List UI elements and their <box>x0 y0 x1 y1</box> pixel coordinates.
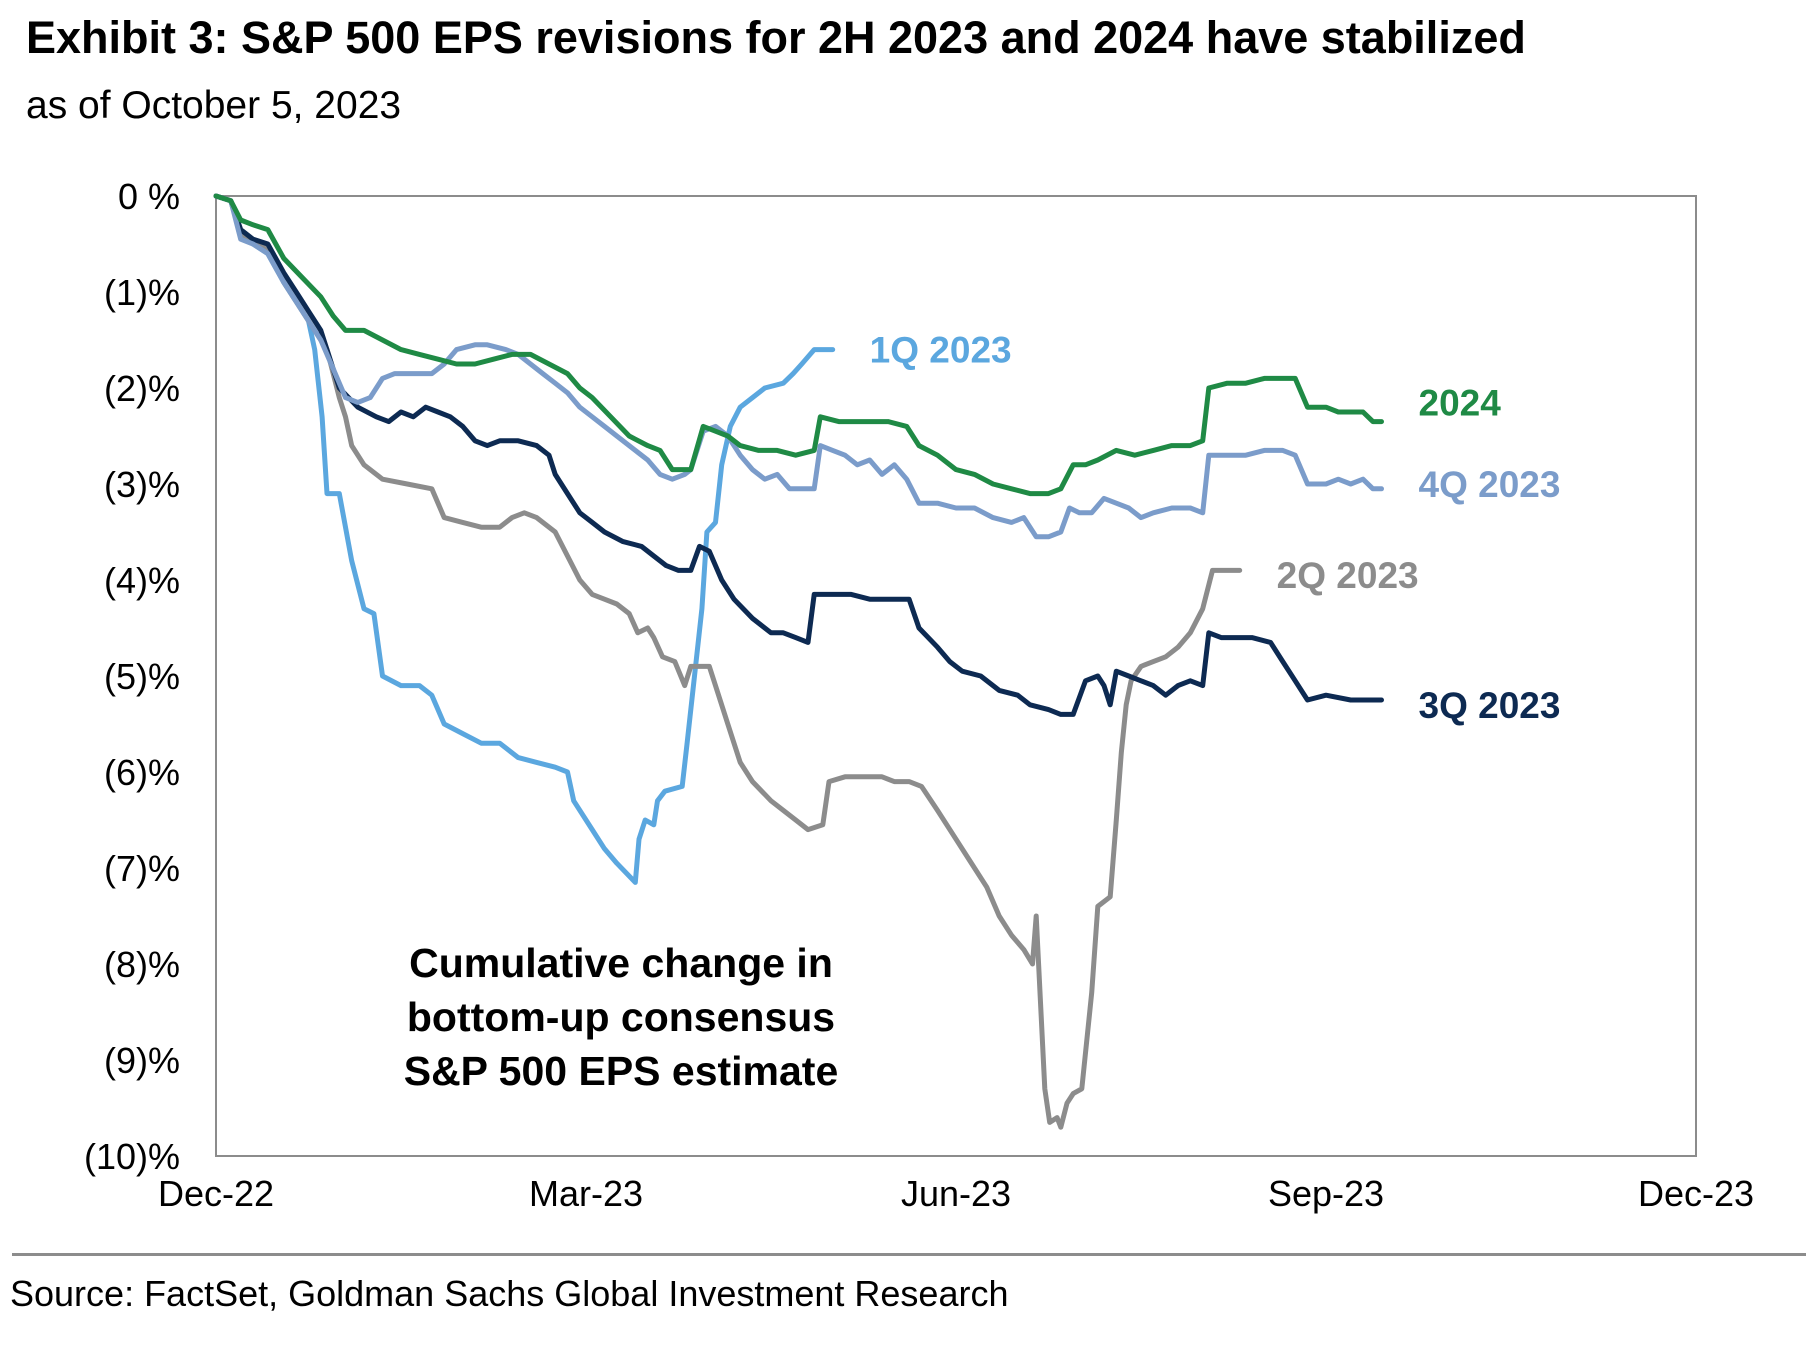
y-tick-label: (7)% <box>104 848 180 889</box>
series-label-1q-2023: 1Q 2023 <box>870 330 1012 371</box>
series-label-4q-2023: 4Q 2023 <box>1419 464 1561 505</box>
series-label-2024: 2024 <box>1419 382 1502 423</box>
y-axis: 0 % (1)% (2)% (3)% (4)% (5)% (6)% (7)% (8)% (9)% (… <box>84 176 180 1177</box>
annotation-line: Cumulative change in <box>409 940 833 986</box>
x-tick-label: Dec-23 <box>1638 1173 1754 1214</box>
y-tick-label: (5)% <box>104 656 180 697</box>
annotation-line: bottom-up consensus <box>407 994 835 1040</box>
y-tick-label: (3)% <box>104 464 180 505</box>
y-tick-label: (4)% <box>104 560 180 601</box>
page-subtitle: as of October 5, 2023 <box>26 84 402 127</box>
series-line-2q-2023 <box>213 193 1243 1130</box>
y-tick-label: (10)% <box>84 1136 180 1177</box>
series-line-3q-2023 <box>213 193 1384 717</box>
series-lines <box>213 193 1384 1130</box>
footer-divider <box>12 1253 1806 1256</box>
series-labels: 1Q 2023 2024 4Q 2023 2Q 2023 3Q 2023 <box>870 330 1561 726</box>
y-tick-label: (9)% <box>104 1040 180 1081</box>
annotation-line: S&P 500 EPS estimate <box>404 1048 839 1094</box>
series-line-1q-2023 <box>213 193 836 885</box>
chart-annotation: Cumulative change in bottom-up consensus S… <box>404 940 839 1094</box>
series-label-2q-2023: 2Q 2023 <box>1277 555 1419 596</box>
plot-area-frame <box>215 195 1697 1157</box>
series-line-4q-2023 <box>213 193 1384 540</box>
series-label-3q-2023: 3Q 2023 <box>1419 685 1561 726</box>
y-tick-label: (2)% <box>104 368 180 409</box>
y-tick-label: (8)% <box>104 944 180 985</box>
x-tick-label: Jun-23 <box>901 1173 1011 1214</box>
x-axis: Dec-22 Mar-23 Jun-23 Sep-23 Dec-23 <box>158 1173 1754 1214</box>
x-tick-label: Dec-22 <box>158 1173 274 1214</box>
source-note: Source: FactSet, Goldman Sachs Global In… <box>10 1273 1009 1314</box>
x-tick-label: Mar-23 <box>529 1173 643 1214</box>
y-tick-label: (6)% <box>104 752 180 793</box>
x-tick-label: Sep-23 <box>1268 1173 1384 1214</box>
series-line-2024 <box>213 193 1384 497</box>
y-tick-label: 0 % <box>118 176 180 217</box>
y-tick-label: (1)% <box>104 272 180 313</box>
page-title: Exhibit 3: S&P 500 EPS revisions for 2H … <box>26 12 1526 63</box>
